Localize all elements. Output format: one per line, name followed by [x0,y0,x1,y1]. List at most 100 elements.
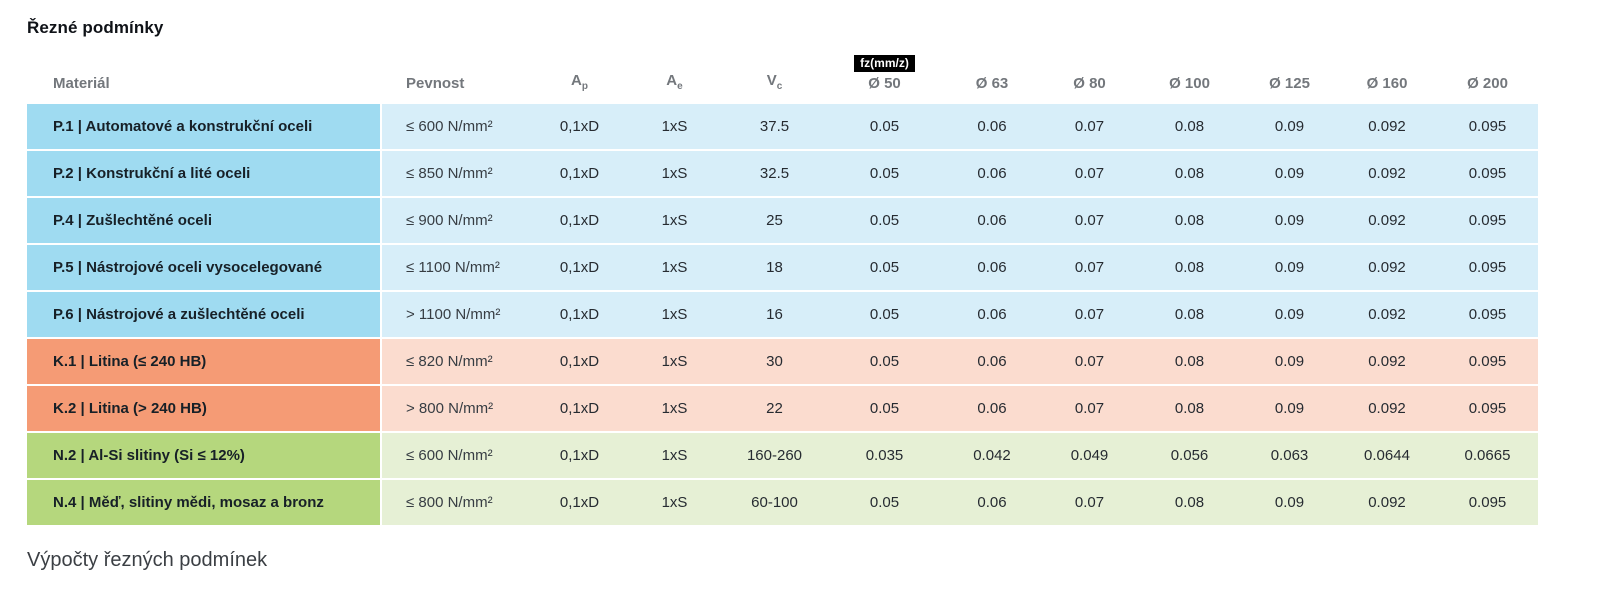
value-cell: 0,1xD [532,245,627,291]
value-cell: 0.06 [942,339,1042,385]
value-cell: 0,1xD [532,480,627,526]
value-cell: 16 [722,292,827,338]
value-cell: 0.09 [1242,480,1337,526]
col-header-d160: Ø 160 [1366,75,1408,93]
value-cell: 0.092 [1337,198,1437,244]
pevnost-cell: ≤ 900 N/mm² [382,198,532,244]
value-cell: 0.07 [1042,339,1137,385]
col-header-pevnost: Pevnost [406,75,465,93]
value-cell: 1xS [627,198,722,244]
table-row: P.4 | Zušlechtěné oceli ≤ 900 N/mm² 0,1xD 1… [27,198,1538,244]
value-cell: 0.092 [1337,245,1437,291]
section-subtitle: Výpočty řezných podmínek [27,549,268,572]
material-cell: P.6 | Nástrojové a zušlechtěné oceli [27,292,382,338]
value-cell: 1xS [627,104,722,150]
value-cell: 0,1xD [532,433,627,479]
value-cell: 0.08 [1137,386,1242,432]
pevnost-cell: ≤ 600 N/mm² [382,104,532,150]
col-header-d125: Ø 125 [1269,75,1310,93]
col-header-d50: fz(mm/z) Ø 50 [827,54,942,102]
value-cell: 0.035 [827,433,942,479]
col-header-d100: Ø 100 [1169,75,1210,93]
table-header: Materiál Pevnost Ap Ae Vc fz(mm/z) Ø 50 Ø 63 Ø 8… [27,54,1538,102]
value-cell: 37.5 [722,104,827,150]
value-cell: 0.092 [1337,480,1437,526]
col-header-material: Materiál [53,75,110,93]
material-cell: K.1 | Litina (≤ 240 HB) [27,339,382,385]
pevnost-cell: ≤ 600 N/mm² [382,433,532,479]
value-cell: 0.09 [1242,339,1337,385]
value-cell: 18 [722,245,827,291]
value-cell: 30 [722,339,827,385]
value-cell: 22 [722,386,827,432]
value-cell: 0,1xD [532,339,627,385]
value-cell: 0.06 [942,245,1042,291]
value-cell: 0,1xD [532,104,627,150]
value-cell: 0.0644 [1337,433,1437,479]
value-cell: 1xS [627,386,722,432]
value-cell: 0.092 [1337,151,1437,197]
header-subscript: c [776,80,783,92]
value-cell: 0.07 [1042,104,1137,150]
value-cell: 0.07 [1042,151,1137,197]
value-cell: 0.08 [1137,151,1242,197]
value-cell: 0.095 [1437,198,1538,244]
value-cell: 0.08 [1137,292,1242,338]
value-cell: 1xS [627,339,722,385]
value-cell: 0.05 [827,339,942,385]
col-header-ae: Ae [666,71,683,92]
material-cell: P.4 | Zušlechtěné oceli [27,198,382,244]
value-cell: 0.08 [1137,245,1242,291]
table-row: K.2 | Litina (> 240 HB) > 800 N/mm² 0,1xD 1… [27,386,1538,432]
value-cell: 1xS [627,151,722,197]
value-cell: 0,1xD [532,386,627,432]
pevnost-cell: ≤ 1100 N/mm² [382,245,532,291]
header-row: Materiál Pevnost Ap Ae Vc fz(mm/z) Ø 50 Ø 63 Ø 8… [27,54,1538,102]
material-cell: P.1 | Automatové a konstrukční oceli [27,104,382,150]
value-cell: 0.06 [942,292,1042,338]
value-cell: 0.095 [1437,480,1538,526]
value-cell: 0.08 [1137,198,1242,244]
value-cell: 0.095 [1437,339,1538,385]
value-cell: 0.092 [1337,386,1437,432]
col-header-ap: Ap [571,71,588,92]
value-cell: 0.05 [827,480,942,526]
value-cell: 0.07 [1042,198,1137,244]
value-cell: 0.092 [1337,104,1437,150]
table-row: P.5 | Nástrojové oceli vysocelegované ≤ 1… [27,245,1538,291]
material-cell: N.2 | Al-Si slitiny (Si ≤ 12%) [27,433,382,479]
value-cell: 0.07 [1042,245,1137,291]
table-row: P.6 | Nástrojové a zušlechtěné oceli > 11… [27,292,1538,338]
value-cell: 0,1xD [532,198,627,244]
value-cell: 0.08 [1137,480,1242,526]
value-cell: 1xS [627,433,722,479]
value-cell: 0.08 [1137,104,1242,150]
value-cell: 0.05 [827,104,942,150]
value-cell: 0.095 [1437,104,1538,150]
cutting-conditions-table: Materiál Pevnost Ap Ae Vc fz(mm/z) Ø 50 Ø 63 Ø 8… [27,52,1538,527]
value-cell: 0.092 [1337,292,1437,338]
value-cell: 0.06 [942,104,1042,150]
table-body: P.1 | Automatové a konstrukční oceli ≤ 60… [27,104,1538,526]
value-cell: 0.06 [942,386,1042,432]
header-subscript: e [677,80,683,92]
material-cell: K.2 | Litina (> 240 HB) [27,386,382,432]
col-header-d80: Ø 80 [1073,75,1106,93]
value-cell: 0.09 [1242,292,1337,338]
header-subscript: p [581,80,588,92]
value-cell: 1xS [627,245,722,291]
value-cell: 0.09 [1242,198,1337,244]
value-cell: 0.09 [1242,386,1337,432]
value-cell: 0.056 [1137,433,1242,479]
value-cell: 1xS [627,480,722,526]
value-cell: 0.0665 [1437,433,1538,479]
table-row: P.1 | Automatové a konstrukční oceli ≤ 60… [27,104,1538,150]
value-cell: 0.05 [827,245,942,291]
col-header-vc: Vc [766,71,783,92]
value-cell: 160-260 [722,433,827,479]
value-cell: 0.049 [1042,433,1137,479]
value-cell: 0.042 [942,433,1042,479]
value-cell: 0.05 [827,198,942,244]
col-header-d200: Ø 200 [1467,75,1508,93]
value-cell: 0.07 [1042,480,1137,526]
